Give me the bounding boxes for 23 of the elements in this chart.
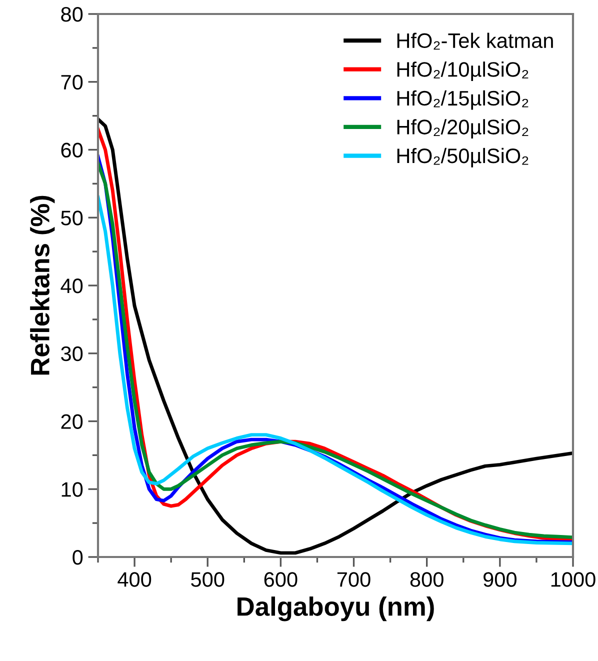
legend-label: HfO₂-Tek katman — [397, 32, 553, 50]
x-axis-title: Dalgaboyu (nm) — [238, 596, 434, 622]
legend-label: HfO₂/20µlSiO₂ — [397, 119, 528, 139]
legend-label: HfO₂/50µlSiO₂ — [397, 148, 528, 168]
y-tick-label: 50 — [61, 210, 83, 226]
y-tick-label: 80 — [61, 7, 83, 22]
x-tick-label: 700 — [337, 572, 370, 587]
y-tick-label: 20 — [61, 414, 83, 430]
y-tick-label: 30 — [61, 346, 83, 362]
x-tick-label: 1000 — [551, 572, 596, 587]
legend-label: HfO₂/10µlSiO₂ — [397, 62, 528, 81]
x-tick-label: 400 — [118, 572, 152, 587]
x-tick-label: 800 — [410, 572, 444, 587]
y-tick-label: 70 — [61, 74, 83, 90]
legend-label: HfO₂/15µlSiO₂ — [397, 90, 528, 110]
y-tick-label: 40 — [60, 278, 83, 294]
y-tick-label: 60 — [61, 142, 83, 158]
x-tick-label: 600 — [264, 572, 298, 587]
y-axis-title: Reflektans (%) — [30, 196, 55, 375]
y-tick-label: 10 — [62, 482, 83, 497]
x-tick-label: 900 — [484, 572, 516, 587]
x-tick-label: 500 — [191, 572, 224, 587]
y-tick-label: 0 — [72, 550, 83, 565]
